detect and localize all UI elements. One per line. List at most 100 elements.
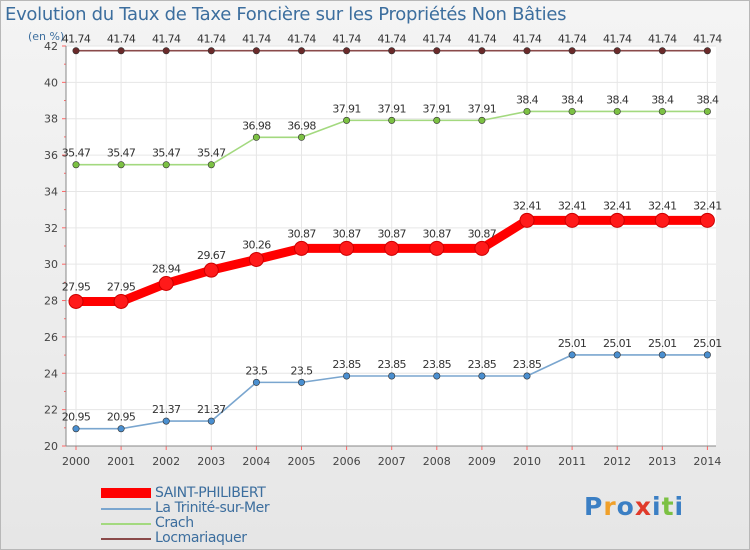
y-tick-label: 34 xyxy=(44,185,58,198)
legend-label: La Trinité-sur-Mer xyxy=(155,500,270,516)
y-tick-label: 38 xyxy=(44,113,58,126)
data-label-locmariaquer: 41.74 xyxy=(603,33,632,46)
data-label-la-trinit-sur-mer: 21.37 xyxy=(152,403,181,416)
data-point-crach xyxy=(117,161,125,169)
data-point-locmariaquer xyxy=(117,47,125,55)
data-point-saint-philibert xyxy=(158,275,174,291)
x-tick-label: 2002 xyxy=(152,455,180,468)
data-point-saint-philibert xyxy=(203,262,219,278)
legend-label: Locmariaquer xyxy=(155,530,247,546)
data-label-locmariaquer: 41.74 xyxy=(152,33,181,46)
x-tick-label: 2008 xyxy=(423,455,451,468)
data-label-locmariaquer: 41.74 xyxy=(242,33,271,46)
data-point-crach xyxy=(658,107,666,115)
data-label-crach: 35.47 xyxy=(197,147,226,160)
data-label-crach: 37.91 xyxy=(377,102,406,115)
data-label-locmariaquer: 41.74 xyxy=(513,33,542,46)
x-tick-label: 2005 xyxy=(288,455,316,468)
data-label-crach: 35.47 xyxy=(107,147,136,160)
data-label-crach: 35.47 xyxy=(152,147,181,160)
data-label-la-trinit-sur-mer: 23.85 xyxy=(332,358,361,371)
data-point-locmariaquer xyxy=(162,47,170,55)
data-point-crach xyxy=(523,107,531,115)
data-point-locmariaquer xyxy=(433,47,441,55)
y-axis-unit: (en %) xyxy=(28,30,65,43)
x-tick-label: 2011 xyxy=(558,455,586,468)
data-label-la-trinit-sur-mer: 25.01 xyxy=(693,337,722,350)
data-point-la-trinit-sur-mer xyxy=(72,425,80,433)
data-point-locmariaquer xyxy=(207,47,215,55)
x-tick-label: 2001 xyxy=(107,455,135,468)
data-point-la-trinit-sur-mer xyxy=(658,351,666,359)
legend-swatch-locmariaquer xyxy=(101,538,151,540)
data-point-locmariaquer xyxy=(523,47,531,55)
data-point-locmariaquer xyxy=(568,47,576,55)
data-label-la-trinit-sur-mer: 25.01 xyxy=(648,337,677,350)
data-point-locmariaquer xyxy=(72,47,80,55)
data-label-la-trinit-sur-mer: 21.37 xyxy=(197,403,226,416)
data-point-locmariaquer xyxy=(703,47,711,55)
data-point-saint-philibert xyxy=(609,212,625,228)
y-tick-label: 40 xyxy=(44,76,58,89)
data-label-saint-philibert: 32.41 xyxy=(558,199,587,212)
data-label-saint-philibert: 27.95 xyxy=(107,280,136,293)
data-point-crach xyxy=(162,161,170,169)
data-label-la-trinit-sur-mer: 20.95 xyxy=(107,411,136,424)
data-label-locmariaquer: 41.74 xyxy=(648,33,677,46)
data-label-saint-philibert: 32.41 xyxy=(603,199,632,212)
y-tick-label: 30 xyxy=(44,258,58,271)
data-point-la-trinit-sur-mer xyxy=(117,425,125,433)
data-label-la-trinit-sur-mer: 20.95 xyxy=(62,411,91,424)
data-label-saint-philibert: 30.26 xyxy=(242,238,271,251)
data-point-crach xyxy=(252,133,260,141)
x-tick-label: 2012 xyxy=(603,455,631,468)
data-point-la-trinit-sur-mer xyxy=(388,372,396,380)
legend-swatch-la-trinite xyxy=(101,508,151,510)
data-label-saint-philibert: 32.41 xyxy=(693,199,722,212)
x-tick-label: 2004 xyxy=(242,455,270,468)
data-point-crach xyxy=(388,116,396,124)
data-label-crach: 38.4 xyxy=(651,93,674,106)
data-label-crach: 37.91 xyxy=(332,102,361,115)
data-point-locmariaquer xyxy=(388,47,396,55)
y-tick-label: 22 xyxy=(44,404,58,417)
data-label-la-trinit-sur-mer: 25.01 xyxy=(603,337,632,350)
data-label-saint-philibert: 29.67 xyxy=(197,249,226,262)
data-point-la-trinit-sur-mer xyxy=(297,378,305,386)
data-label-la-trinit-sur-mer: 23.85 xyxy=(513,358,542,371)
data-point-saint-philibert xyxy=(68,293,84,309)
proxiti-logo: Proxiti xyxy=(584,492,685,521)
data-point-la-trinit-sur-mer xyxy=(568,351,576,359)
data-label-saint-philibert: 30.87 xyxy=(377,227,406,240)
data-point-saint-philibert xyxy=(519,212,535,228)
data-label-la-trinit-sur-mer: 23.85 xyxy=(377,358,406,371)
data-label-crach: 37.91 xyxy=(468,102,497,115)
data-point-saint-philibert xyxy=(113,293,129,309)
data-point-crach xyxy=(207,161,215,169)
legend-label: SAINT-PHILIBERT xyxy=(155,485,266,501)
data-point-saint-philibert xyxy=(294,240,309,256)
data-point-la-trinit-sur-mer xyxy=(343,372,351,380)
data-label-la-trinit-sur-mer: 23.85 xyxy=(423,358,452,371)
data-point-crach xyxy=(613,107,621,115)
data-point-la-trinit-sur-mer xyxy=(433,372,441,380)
data-label-saint-philibert: 30.87 xyxy=(468,227,497,240)
y-tick-label: 26 xyxy=(44,331,58,344)
data-point-saint-philibert xyxy=(339,240,355,256)
y-tick-label: 32 xyxy=(44,222,58,235)
data-point-locmariaquer xyxy=(252,47,260,55)
data-label-locmariaquer: 41.74 xyxy=(468,33,497,46)
data-point-saint-philibert xyxy=(654,212,670,228)
data-point-la-trinit-sur-mer xyxy=(703,351,711,359)
chart-title: Evolution du Taux de Taxe Foncière sur l… xyxy=(5,4,567,25)
data-label-crach: 38.4 xyxy=(696,93,719,106)
legend-swatch-saint-philibert xyxy=(101,488,151,498)
data-point-locmariaquer xyxy=(478,47,486,55)
data-label-crach: 38.4 xyxy=(561,93,584,106)
data-label-crach: 37.91 xyxy=(423,102,452,115)
data-point-la-trinit-sur-mer xyxy=(523,372,531,380)
x-tick-label: 2000 xyxy=(62,455,90,468)
data-point-crach xyxy=(433,116,441,124)
